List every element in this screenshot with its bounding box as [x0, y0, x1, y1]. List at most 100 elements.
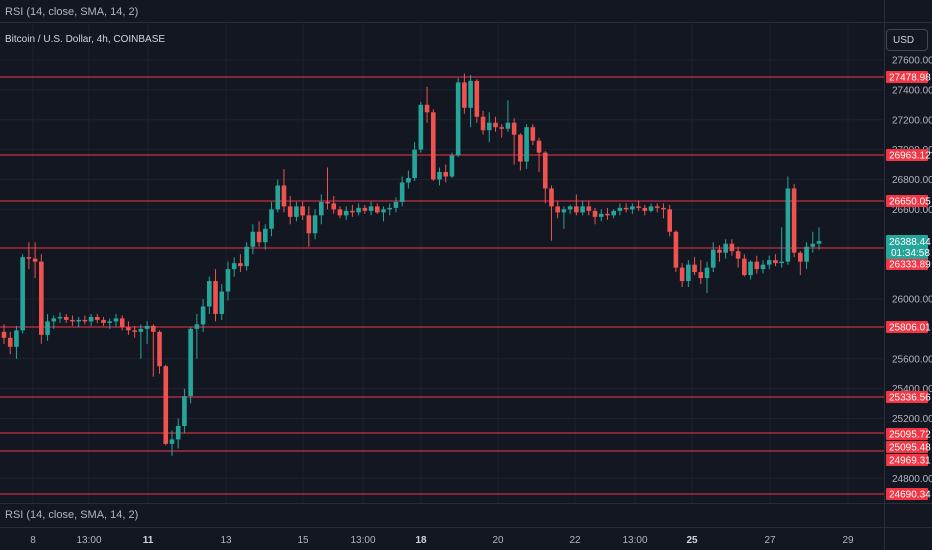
candle-body	[798, 252, 803, 262]
candle-body	[760, 264, 766, 270]
candle-body	[574, 206, 579, 213]
level-price-label: 26333.89	[889, 260, 931, 271]
level-price-label: 25336.56	[889, 393, 931, 404]
candle-body	[717, 249, 722, 253]
level-price-label: 25806.01	[889, 323, 931, 334]
candle-body	[686, 264, 691, 282]
currency-selector[interactable]: USD	[886, 29, 928, 51]
candle-body	[723, 243, 728, 253]
candle-body	[113, 318, 119, 322]
bottom-pane-separator	[0, 503, 932, 504]
candle-body	[207, 281, 212, 307]
candle-body	[219, 291, 225, 314]
level-price-badge	[886, 391, 928, 403]
x-tick-label: 13:00	[350, 535, 375, 546]
time-axis-separator	[0, 527, 932, 528]
candle-body	[580, 206, 585, 213]
candle-body	[63, 316, 69, 320]
y-tick-label: 24800.00	[892, 474, 932, 485]
candle-body	[567, 206, 573, 210]
x-tick-label: 13	[220, 535, 232, 546]
candle-body	[586, 206, 592, 211]
candle-body	[418, 104, 424, 150]
candle-body	[536, 140, 542, 153]
candle-body	[754, 261, 760, 270]
level-price-label: 25095.72	[889, 430, 931, 441]
x-tick-label: 11	[143, 535, 154, 546]
candle-body	[95, 316, 100, 320]
candle-body	[88, 316, 94, 322]
level-price-label: 25095.48	[889, 443, 931, 454]
candle-body	[76, 319, 81, 322]
candle-body	[710, 249, 716, 268]
candle-body	[374, 206, 380, 213]
candle-body	[169, 439, 175, 444]
level-price-label: 26963.12	[889, 151, 931, 162]
candle-body	[294, 206, 299, 217]
x-tick-label: 18	[415, 535, 427, 546]
y-tick-label: 25400.00	[892, 384, 932, 395]
candle-body	[443, 172, 449, 177]
candle-body	[449, 155, 455, 177]
level-price-badge	[886, 454, 928, 466]
candle-body	[175, 425, 181, 440]
candle-body	[480, 116, 486, 131]
candle-body	[474, 80, 480, 117]
candle-body	[57, 316, 63, 319]
candle-body	[542, 152, 548, 189]
candle-body	[486, 122, 492, 131]
candle-body	[238, 263, 243, 267]
candle-body	[26, 257, 32, 259]
candle-body	[630, 206, 635, 210]
x-tick-label: 13:00	[76, 535, 101, 546]
candle-body	[430, 112, 436, 180]
y-tick-label: 27200.00	[892, 115, 932, 126]
candle-body	[511, 122, 517, 135]
candle-body	[269, 209, 274, 229]
x-tick-label: 15	[297, 535, 309, 546]
candle-body	[138, 328, 144, 332]
candle-body	[32, 258, 38, 262]
candle-body	[729, 243, 735, 252]
y-tick-label: 27400.00	[892, 85, 932, 96]
candle-body	[742, 258, 747, 276]
candle-body	[654, 206, 660, 208]
candle-body	[306, 215, 312, 234]
y-tick-label: 26800.00	[892, 175, 932, 186]
candle-body	[200, 306, 206, 325]
candle-body	[748, 261, 753, 276]
candle-body	[530, 127, 536, 141]
candle-body	[188, 328, 193, 397]
rsi-legend-bottom[interactable]: RSI (14, close, SMA, 14, 2)	[5, 509, 139, 521]
level-price-badge	[886, 488, 928, 500]
candle-body	[692, 264, 697, 273]
candle-body	[119, 318, 125, 328]
bar-countdown: 01:34:58	[891, 248, 930, 259]
candle-body	[698, 272, 704, 279]
level-price-badge	[886, 441, 928, 453]
candle-body	[549, 188, 554, 207]
candle-body	[362, 207, 368, 211]
candle-body	[250, 231, 256, 247]
candle-body	[524, 127, 529, 162]
candle-body	[287, 206, 293, 217]
candle-body	[45, 321, 50, 335]
x-tick-label: 8	[30, 535, 36, 546]
candle-body	[281, 185, 287, 207]
candle-body	[182, 396, 187, 426]
candle-body	[387, 207, 393, 210]
candle-body	[356, 207, 361, 213]
candle-body	[704, 267, 710, 279]
rsi-legend-top[interactable]: RSI (14, close, SMA, 14, 2)	[5, 6, 139, 18]
candle-body	[399, 182, 405, 202]
level-price-badge	[886, 195, 928, 207]
symbol-title[interactable]: Bitcoin / U.S. Dollar, 4h, COINBASE	[5, 34, 166, 45]
candle-body	[816, 241, 822, 244]
candle-body	[679, 267, 685, 282]
y-tick-label: 26000.00	[892, 295, 932, 306]
candle-body	[791, 188, 797, 253]
candle-body	[518, 134, 523, 162]
candle-body	[144, 325, 150, 329]
current-price-badge	[886, 235, 928, 259]
